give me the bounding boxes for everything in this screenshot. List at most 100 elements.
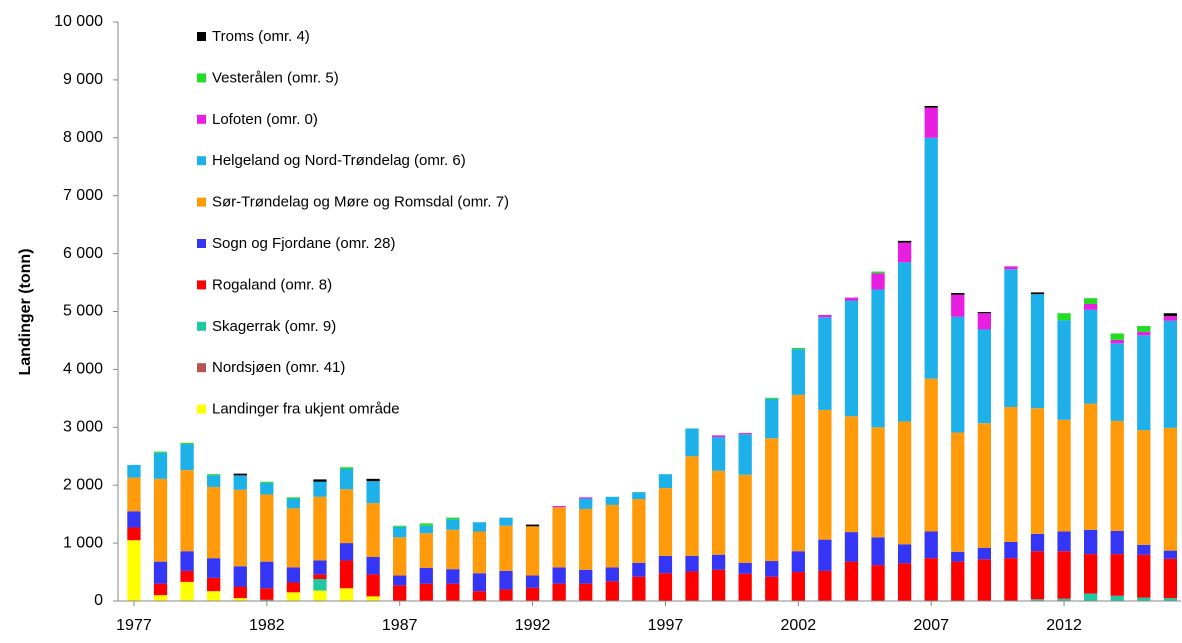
bar-segment	[286, 498, 301, 509]
bar-segment	[738, 573, 752, 601]
bar-segment	[180, 570, 194, 582]
bar-segment	[286, 582, 301, 593]
bar-segment	[260, 494, 274, 562]
bar-segment	[313, 578, 327, 591]
bar-segment	[127, 540, 141, 601]
bar-segment	[1163, 313, 1178, 317]
bar-segment	[313, 479, 327, 482]
bar-segment	[1110, 595, 1124, 601]
bar-segment	[286, 567, 301, 583]
y-tick-label: 6 000	[63, 245, 103, 262]
bar-segment	[525, 575, 540, 588]
bar-segment	[419, 567, 433, 584]
bar-segment	[738, 433, 752, 435]
bar-segment	[738, 562, 752, 574]
legend-label: Helgeland og Nord-Trøndelag (omr. 6)	[212, 152, 466, 169]
bar-segment	[1030, 292, 1045, 295]
bar-segment	[951, 292, 965, 295]
bar-segment	[871, 271, 885, 274]
y-tick-label: 0	[94, 592, 103, 609]
y-tick-label: 5 000	[63, 303, 103, 320]
bar-segment	[791, 349, 805, 395]
bar-segment	[393, 575, 407, 586]
bar-segment	[419, 533, 433, 568]
bar-segment	[339, 467, 354, 469]
bar-segment	[207, 591, 221, 601]
legend-swatch	[197, 32, 206, 41]
legend-swatch	[197, 197, 206, 207]
legend-label: Rogaland (omr. 8)	[212, 276, 332, 293]
bar-segment	[366, 481, 380, 504]
bar-segment	[579, 498, 593, 509]
bar-segment	[951, 561, 965, 601]
legend-swatch	[197, 404, 206, 414]
bar-segment	[552, 583, 566, 601]
bar-segment	[685, 571, 699, 601]
bar-segment	[1137, 335, 1151, 431]
bar-segment	[260, 481, 274, 483]
bar-segment	[446, 517, 460, 520]
bar-segment	[685, 428, 699, 457]
bar-segment	[1084, 403, 1098, 530]
bar-segment	[1057, 598, 1071, 601]
bar-segment	[711, 435, 726, 438]
bar-segment	[419, 583, 433, 601]
legend-swatch	[197, 73, 206, 83]
bar-segment	[233, 489, 247, 567]
legend-label: Sogn og Fjordane (omr. 28)	[212, 235, 395, 252]
bar-segment	[233, 586, 247, 599]
bar-segment	[818, 539, 832, 571]
bar-segment	[579, 569, 593, 584]
bar-segment	[499, 570, 513, 590]
bar-segment	[765, 561, 779, 577]
bar-segment	[791, 347, 805, 350]
bar-segment	[1030, 599, 1045, 601]
bar-segment	[393, 525, 407, 527]
bar-segment	[1110, 554, 1124, 596]
y-tick-label: 3 000	[63, 419, 103, 436]
bar-segment	[339, 489, 354, 544]
x-tick-label: 2007	[913, 617, 949, 634]
bar-segment	[393, 537, 407, 576]
bar-segment	[658, 474, 673, 489]
bar-segment	[525, 587, 540, 601]
bar-segment	[871, 537, 885, 566]
bar-segment	[605, 567, 619, 582]
legend-swatch	[197, 363, 206, 373]
legend-swatch	[197, 280, 206, 290]
bar-segment	[499, 525, 513, 571]
bar-segment	[1163, 598, 1178, 601]
bar-segment	[339, 468, 354, 490]
bar-segment	[1004, 541, 1018, 559]
bar-segment	[313, 496, 327, 561]
bar-segment	[711, 554, 726, 570]
bar-segment	[818, 314, 832, 318]
bar-segment	[977, 329, 991, 424]
bar-segment	[1004, 407, 1018, 542]
y-tick-label: 10 000	[54, 13, 103, 30]
bar-segment	[472, 531, 487, 574]
bar-segment	[1004, 558, 1018, 601]
bar-segment	[897, 544, 912, 564]
y-tick-label: 7 000	[63, 187, 103, 204]
legend-label: Vesterålen (omr. 5)	[212, 69, 339, 86]
x-tick-label: 1997	[648, 617, 684, 634]
bar-segment	[632, 499, 646, 563]
y-tick-label: 8 000	[63, 129, 103, 146]
bar-segment	[871, 273, 885, 290]
bar-segment	[180, 581, 194, 601]
bar-segment	[951, 294, 965, 317]
bar-segment	[286, 508, 301, 568]
bar-segment	[180, 444, 194, 471]
bar-segment	[924, 558, 938, 601]
bar-segment	[1057, 531, 1071, 552]
y-tick-label: 9 000	[63, 71, 103, 88]
bar-segment	[844, 300, 859, 417]
bar-segment	[180, 470, 194, 552]
bar-segment	[951, 432, 965, 552]
bar-segment	[1163, 427, 1178, 551]
legend-label: Sør-Trøndelag og Møre og Romsdal (omr. 7…	[212, 194, 509, 211]
bar-segment	[1057, 313, 1071, 321]
bar-segment	[897, 240, 912, 243]
